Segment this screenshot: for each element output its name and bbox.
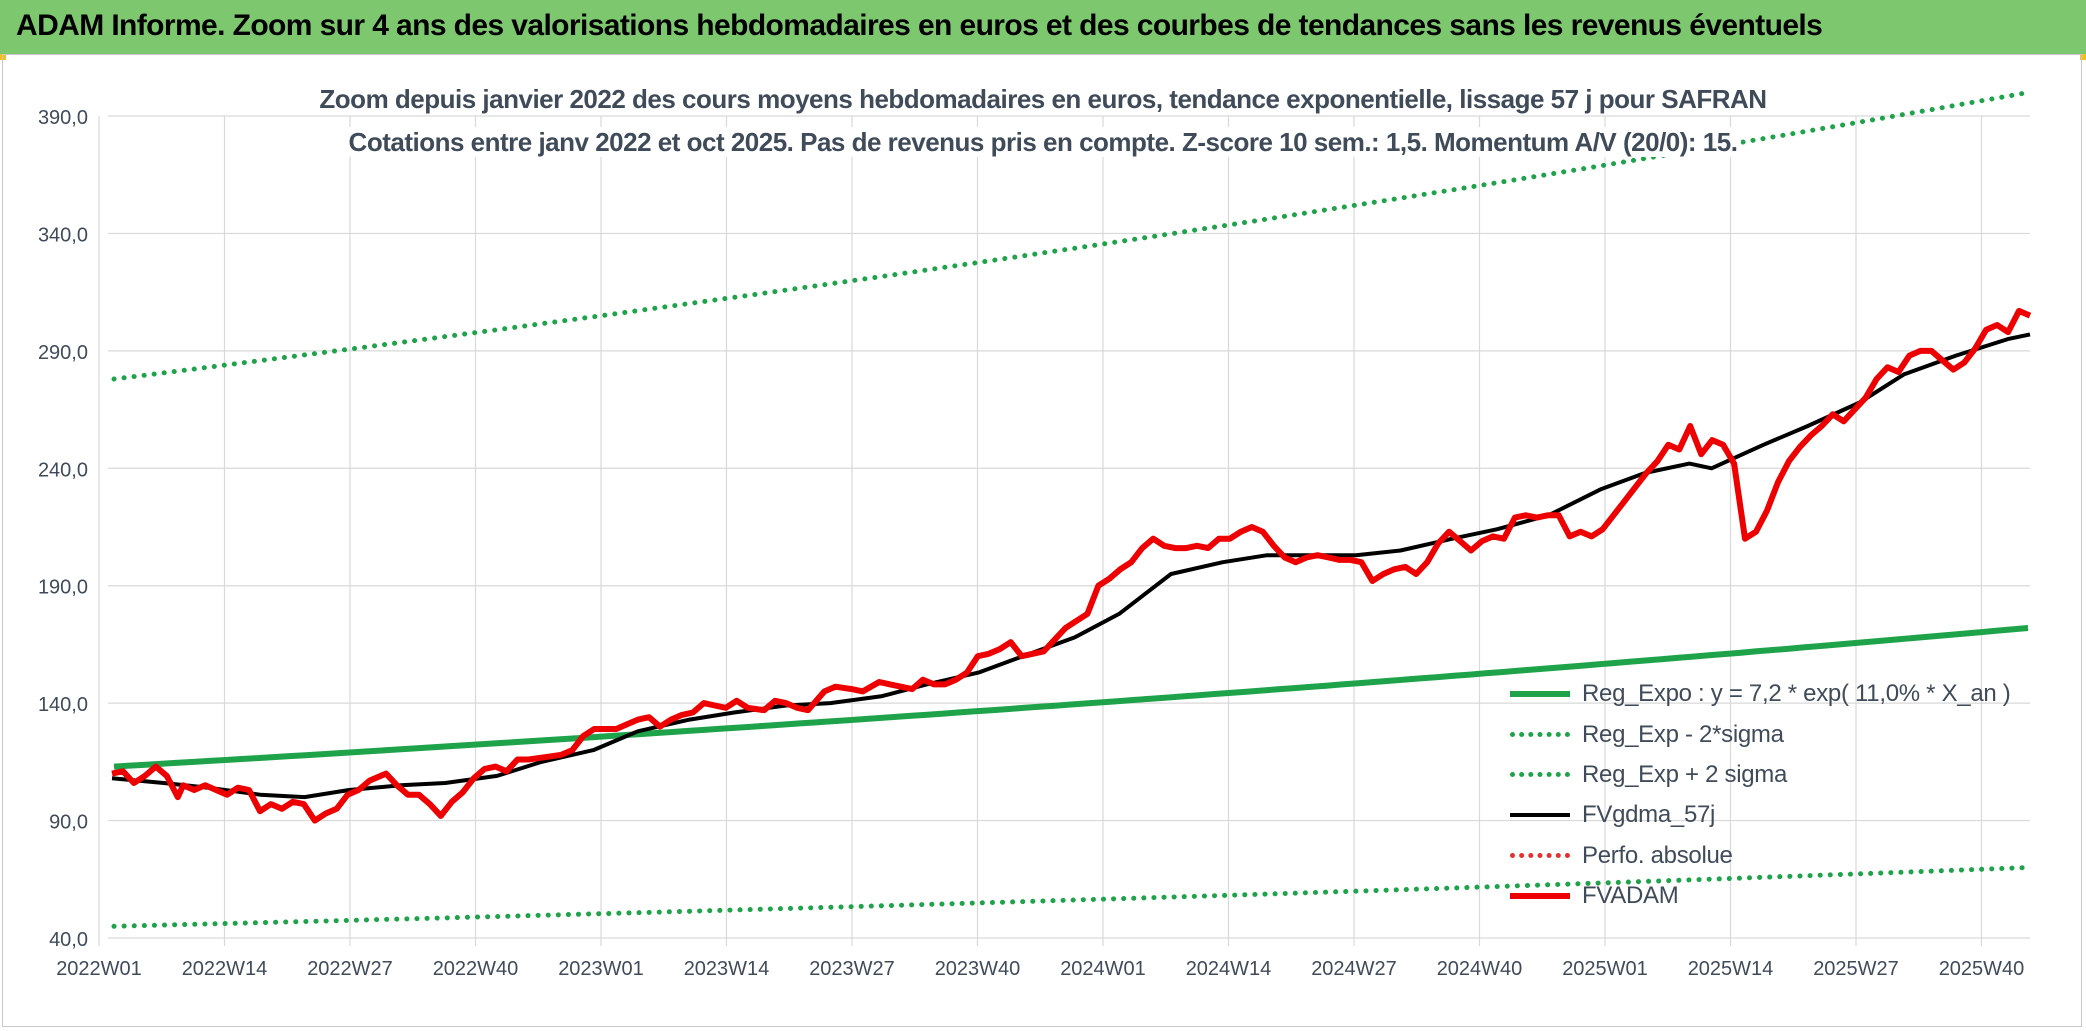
y-tick-label: 40,0 — [49, 929, 88, 951]
x-tick-label: 2023W40 — [935, 958, 1021, 980]
moving-average-line — [111, 332, 2031, 800]
chart-subtitle-text: Cotations entre janv 2022 et oct 2025. P… — [344, 127, 1742, 157]
x-tick-label: 2025W40 — [1939, 958, 2025, 980]
legend-swatch — [1510, 772, 1570, 778]
chart-frame — [2, 54, 2082, 1027]
legend-swatch — [1510, 893, 1570, 900]
legend-swatch — [1510, 732, 1570, 738]
x-tick-label: 2024W01 — [1060, 958, 1146, 980]
x-tick-label: 2022W14 — [182, 958, 268, 980]
x-tick-label: 2024W14 — [1186, 958, 1272, 980]
y-tick-label: 290,0 — [38, 342, 88, 364]
legend-item: FVADAM — [1505, 876, 2025, 916]
chart-title: Zoom depuis janvier 2022 des cours moyen… — [0, 84, 2086, 115]
legend-item: FVgdma_57j — [1505, 795, 2025, 835]
legend-swatch — [1510, 853, 1570, 859]
x-tick-label: 2024W40 — [1437, 958, 1523, 980]
x-tick-label: 2022W27 — [307, 958, 393, 980]
x-tick-label: 2025W27 — [1813, 958, 1899, 980]
y-tick-label: 390,0 — [38, 107, 88, 129]
x-tick-label: 2024W27 — [1311, 958, 1397, 980]
chart-title-text: Zoom depuis janvier 2022 des cours moyen… — [315, 84, 1771, 114]
x-tick-label: 2023W01 — [558, 958, 644, 980]
chart-legend: Reg_Expo : y = 7,2 * exp( 11,0% * X_an )… — [1505, 674, 2025, 916]
legend-item: Reg_Exp + 2 sigma — [1505, 755, 2025, 795]
corner-marker-right — [2080, 54, 2086, 60]
y-tick-label: 240,0 — [38, 459, 88, 481]
lower-band-line — [111, 865, 2031, 929]
legend-label: Reg_Exp - 2*sigma — [1582, 720, 1784, 748]
legend-label: Reg_Expo : y = 7,2 * exp( 11,0% * X_an ) — [1582, 680, 2011, 708]
legend-item: Reg_Expo : y = 7,2 * exp( 11,0% * X_an ) — [1505, 674, 2025, 714]
x-tick-label: 2025W01 — [1562, 958, 1648, 980]
legend-label: FVADAM — [1582, 882, 1679, 910]
corner-marker-left — [0, 54, 6, 60]
x-tick-label: 2022W40 — [433, 958, 519, 980]
y-tick-label: 90,0 — [49, 812, 88, 834]
banner-title: ADAM Informe. Zoom sur 4 ans des valoris… — [16, 9, 1823, 42]
y-tick-label: 140,0 — [38, 694, 88, 716]
upper-band-line — [111, 90, 2031, 382]
price-line — [111, 307, 2032, 824]
x-tick-label: 2025W14 — [1688, 958, 1774, 980]
x-tick-label: 2023W14 — [684, 958, 770, 980]
y-tick-label: 340,0 — [38, 224, 88, 246]
legend-label: Reg_Exp + 2 sigma — [1582, 760, 1788, 788]
legend-label: Perfo. absolue — [1582, 841, 1733, 869]
y-tick-label: 190,0 — [38, 577, 88, 599]
legend-item: Reg_Exp - 2*sigma — [1505, 714, 2025, 754]
regression-line — [113, 625, 2029, 770]
legend-item: Perfo. absolue — [1505, 836, 2025, 876]
x-tick-label: 2022W01 — [56, 958, 142, 980]
legend-swatch — [1510, 813, 1570, 818]
legend-swatch — [1510, 691, 1570, 698]
legend-label: FVgdma_57j — [1582, 801, 1716, 829]
chart-subtitle: Cotations entre janv 2022 et oct 2025. P… — [0, 127, 2086, 158]
title-banner: ADAM Informe. Zoom sur 4 ans des valoris… — [0, 0, 2086, 54]
x-tick-label: 2023W27 — [809, 958, 895, 980]
